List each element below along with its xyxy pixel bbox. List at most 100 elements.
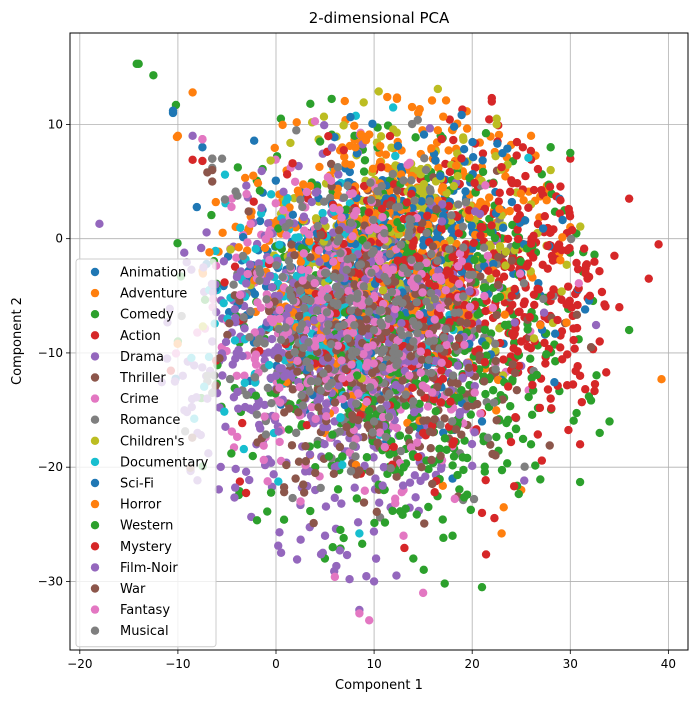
scatter-point (423, 402, 433, 411)
scatter-point (250, 373, 260, 382)
scatter-point (438, 183, 447, 192)
scatter-point (452, 239, 461, 249)
scatter-point (448, 531, 457, 540)
scatter-point (149, 71, 158, 80)
scatter-point (242, 189, 251, 199)
legend-label: Musical (120, 624, 169, 639)
scatter-point (462, 124, 472, 133)
scatter-point (327, 94, 336, 104)
scatter-point (274, 477, 283, 486)
x-tick-label: −20 (67, 657, 92, 671)
scatter-point (326, 176, 336, 186)
scatter-point (322, 308, 332, 317)
scatter-point (380, 518, 390, 527)
scatter-point (352, 399, 361, 408)
scatter-point (326, 339, 336, 349)
scatter-point (426, 444, 435, 453)
scatter-point (595, 267, 604, 276)
scatter-point (311, 414, 320, 424)
scatter-point (453, 379, 462, 388)
scatter-point (379, 462, 389, 472)
scatter-point (346, 112, 355, 122)
scatter-point (440, 434, 450, 443)
scatter-point (259, 455, 268, 465)
scatter-point (392, 93, 402, 102)
scatter-point (388, 169, 397, 179)
legend-marker (90, 626, 100, 635)
scatter-point (233, 191, 242, 200)
scatter-point (545, 441, 554, 450)
scatter-point (382, 327, 391, 337)
scatter-point (466, 410, 475, 419)
scatter-point (568, 380, 578, 389)
plot-frame (69, 32, 689, 651)
scatter-point (397, 318, 406, 328)
scatter-point (390, 343, 399, 352)
scatter-point (329, 298, 338, 308)
scatter-point (377, 204, 387, 213)
scatter-point (551, 357, 560, 366)
scatter-point (419, 416, 428, 425)
scatter-point (396, 383, 405, 393)
scatter-point (415, 261, 425, 271)
scatter-point (448, 417, 457, 426)
scatter-point (468, 153, 478, 162)
scatter-point (457, 110, 466, 120)
scatter-point (369, 359, 378, 368)
scatter-point (274, 354, 283, 363)
scatter-point (296, 195, 305, 204)
scatter-point (495, 188, 504, 198)
legend-label: Documentary (120, 455, 209, 470)
scatter-point (399, 531, 408, 540)
scatter-point (316, 386, 326, 395)
scatter-point (602, 368, 611, 377)
legend-label: Drama (120, 350, 164, 365)
scatter-point (423, 211, 432, 220)
legend-marker (90, 373, 100, 382)
scatter-point (453, 171, 462, 181)
scatter-point (220, 407, 229, 416)
scatter-point (364, 297, 374, 306)
scatter-point (406, 443, 416, 452)
scatter-point (296, 257, 306, 267)
scatter-point (301, 294, 310, 304)
scatter-point (282, 231, 291, 240)
scatter-point (319, 369, 328, 378)
scatter-point (263, 477, 272, 486)
scatter-point (644, 274, 653, 283)
scatter-point (448, 371, 458, 380)
scatter-point (529, 185, 539, 195)
scatter-point (473, 399, 482, 409)
scatter-point (539, 294, 548, 304)
scatter-point (409, 397, 418, 406)
scatter-point (378, 481, 387, 490)
scatter-point (275, 437, 284, 447)
scatter-point (536, 320, 545, 330)
scatter-point (364, 330, 373, 340)
scatter-point (302, 187, 311, 197)
scatter-point (305, 363, 314, 372)
scatter-point (556, 256, 565, 265)
x-tick-label: −10 (165, 657, 190, 671)
scatter-point (513, 347, 522, 356)
scatter-point (563, 282, 573, 291)
scatter-point (265, 255, 274, 265)
scatter-point (380, 228, 389, 238)
scatter-point (383, 92, 392, 102)
scatter-point (352, 347, 361, 357)
scatter-point (433, 84, 443, 94)
scatter-point (315, 162, 324, 172)
scatter-point (240, 173, 250, 183)
scatter-point (302, 420, 312, 430)
legend-label: Horror (120, 498, 162, 513)
scatter-point (376, 132, 386, 141)
scatter-point (378, 286, 388, 295)
legend-marker (90, 267, 100, 277)
scatter-point (261, 430, 271, 439)
scatter-point (427, 96, 437, 105)
scatter-point (306, 376, 316, 386)
scatter-point (488, 303, 498, 313)
scatter-point (454, 200, 463, 209)
scatter-point (353, 289, 362, 299)
scatter-point (290, 347, 299, 357)
